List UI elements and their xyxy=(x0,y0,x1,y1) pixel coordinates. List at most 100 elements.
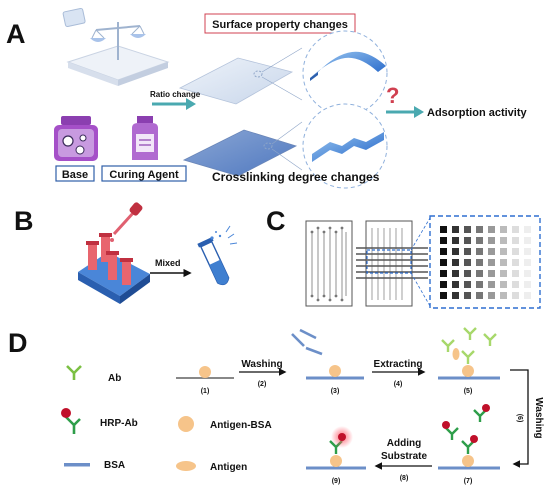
matrix-dot xyxy=(452,281,459,288)
matrix-dot xyxy=(524,226,531,233)
stage7-label: (7) xyxy=(464,478,473,485)
dot-matrix-grid xyxy=(440,226,531,299)
panel-b: Mixed xyxy=(78,202,238,304)
matrix-dot xyxy=(512,237,519,244)
curing-agent-label: Curing Agent xyxy=(109,169,179,181)
zoom-circle-top xyxy=(302,30,388,116)
matrix-dot xyxy=(452,226,459,233)
washing-label: Washing xyxy=(241,359,282,370)
surface-changes-box xyxy=(204,13,356,34)
matrix-dot xyxy=(512,259,519,266)
stage9-antigen-bsa xyxy=(330,455,342,467)
chip-highlight-box xyxy=(366,249,412,274)
antigen-legend-icon xyxy=(176,461,196,471)
extracting-step-num: (4) xyxy=(394,381,403,388)
panel-d: Ab HRP-Ab BSA Antigen-BSA Antigen (1) Wa… xyxy=(61,327,544,485)
matrix-dot xyxy=(512,281,519,288)
stage1-antigen-bsa xyxy=(199,366,211,378)
matrix-dot xyxy=(440,248,447,255)
stage3-antigen-bsa xyxy=(329,365,341,377)
panel-label-d: D xyxy=(8,328,28,358)
dropper-icon xyxy=(110,202,143,242)
sample-tube-4 xyxy=(120,258,133,285)
matrix-dot xyxy=(488,281,495,288)
chip-crossed xyxy=(365,220,413,307)
zoom-spot-top xyxy=(253,70,263,78)
chip-channels xyxy=(305,220,353,307)
matrix-dot xyxy=(452,270,459,277)
matrix-dot xyxy=(452,237,459,244)
matrix-dot xyxy=(476,237,483,244)
stage5-free-antigen xyxy=(452,348,460,360)
panel-label-a: A xyxy=(6,19,26,49)
matrix-dot xyxy=(476,248,483,255)
matrix-dot xyxy=(476,281,483,288)
matrix-dot xyxy=(500,281,507,288)
matrix-dot xyxy=(524,248,531,255)
balance-scale-icon xyxy=(62,7,170,86)
matrix-dot xyxy=(464,292,471,299)
sample-tube-1 xyxy=(86,241,99,270)
curing-agent-label-box xyxy=(101,165,187,182)
legend-bsa-label: BSA xyxy=(104,460,125,471)
stage9-label: (9) xyxy=(332,478,341,485)
legend-antigen-bsa-label: Antigen-BSA xyxy=(210,420,272,431)
matrix-dot xyxy=(488,270,495,277)
base-jar-icon xyxy=(54,116,98,161)
antigen-bsa-legend-icon xyxy=(178,416,194,432)
ab-legend-icon xyxy=(66,365,82,380)
matrix-dot xyxy=(464,226,471,233)
adsorption-label: Adsorption activity xyxy=(427,107,528,119)
substrate-label: Substrate xyxy=(381,451,428,462)
matrix-dot xyxy=(500,226,507,233)
crosslinking-label: Crosslinking degree changes xyxy=(212,170,380,184)
matrix-dot xyxy=(524,292,531,299)
matrix-dot xyxy=(440,281,447,288)
matrix-dot xyxy=(488,237,495,244)
bsa-fragment-2 xyxy=(299,328,317,340)
matrix-dot xyxy=(512,226,519,233)
matrix-dot xyxy=(500,259,507,266)
washing-step-num: (2) xyxy=(258,381,267,388)
stage7-antigen-bsa xyxy=(462,455,474,467)
mixed-label: Mixed xyxy=(155,258,181,268)
matrix-dot xyxy=(500,292,507,299)
matrix-dot xyxy=(500,270,507,277)
matrix-dot xyxy=(440,226,447,233)
matrix-dot xyxy=(476,292,483,299)
matrix-dot xyxy=(440,259,447,266)
matrix-dot xyxy=(512,270,519,277)
matrix-dot xyxy=(464,248,471,255)
stage3-label: (3) xyxy=(331,388,340,395)
panel-label-b: B xyxy=(14,206,34,236)
matrix-dot xyxy=(440,270,447,277)
legend-antigen-label: Antigen xyxy=(210,462,247,473)
mixed-test-tube-icon xyxy=(197,225,238,286)
panel-a: Surface property changes Ratio change ? … xyxy=(54,7,528,189)
matrix-dot xyxy=(512,292,519,299)
matrix-dot xyxy=(452,259,459,266)
bsa-legend-icon xyxy=(64,463,90,467)
question-mark-icon: ? xyxy=(386,83,399,108)
zoom-spot-bottom xyxy=(263,142,273,150)
bsa-fragment-3 xyxy=(305,346,323,356)
chip-crossing-lines xyxy=(356,247,428,279)
matrix-dot xyxy=(452,292,459,299)
curing-agent-bottle-icon xyxy=(132,116,158,160)
surface-changes-label: Surface property changes xyxy=(212,19,348,31)
matrix-dot xyxy=(524,270,531,277)
matrix-dot xyxy=(452,248,459,255)
panel-c xyxy=(305,215,541,309)
washing-vertical-step-num: (6) xyxy=(516,414,523,423)
wavy-surface-top xyxy=(310,51,386,78)
legend-hrp-ab-label: HRP-Ab xyxy=(100,418,138,429)
chip-channel-lines xyxy=(311,228,347,300)
washing-vertical-label: Washing xyxy=(533,397,544,438)
stage5-antibodies xyxy=(441,327,497,364)
stage5-label: (5) xyxy=(464,388,473,395)
sample-tube-2 xyxy=(99,233,112,262)
bsa-fragment-1 xyxy=(291,333,305,347)
adding-label: Adding xyxy=(387,438,421,449)
matrix-dot xyxy=(440,237,447,244)
matrix-dot xyxy=(524,259,531,266)
